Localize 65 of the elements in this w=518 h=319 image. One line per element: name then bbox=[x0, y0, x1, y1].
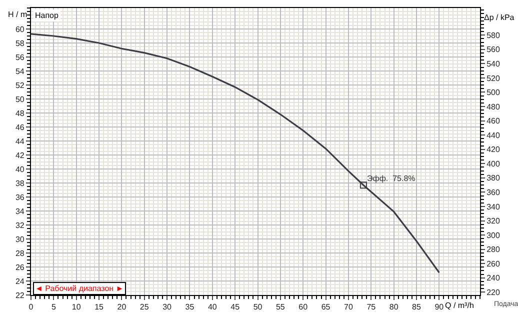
y2-tick-label: 460 bbox=[486, 116, 500, 126]
x-tick-label: 65 bbox=[321, 302, 331, 312]
y2-tick-label: 240 bbox=[486, 274, 500, 283]
y2-tick-label: 420 bbox=[486, 145, 500, 154]
y2-tick-label: 260 bbox=[486, 259, 500, 268]
y-tick-label: 28 bbox=[15, 248, 25, 258]
y-tick-label: 36 bbox=[15, 192, 25, 202]
y-tick-label: 56 bbox=[15, 52, 25, 62]
y-tick-label: 26 bbox=[15, 262, 25, 272]
y-tick-label: 46 bbox=[15, 122, 25, 132]
x-tick-label: 75 bbox=[366, 302, 376, 312]
x-tick-label: 50 bbox=[253, 302, 263, 312]
y2-tick-label: 360 bbox=[486, 188, 500, 197]
y2-tick-label: 580 bbox=[486, 30, 500, 40]
y-axis-title: H / m bbox=[8, 10, 28, 19]
y2-tick-label: 320 bbox=[486, 216, 500, 226]
x-tick-label: 55 bbox=[276, 302, 286, 312]
line-series bbox=[31, 33, 440, 274]
x-axis-title: Q / m³/h bbox=[445, 301, 474, 310]
chart-title: Напор bbox=[35, 11, 60, 20]
y-tick-label: 40 bbox=[15, 164, 25, 174]
y2-tick-label: 400 bbox=[486, 159, 500, 168]
x-tick-label: 85 bbox=[412, 302, 422, 312]
x-tick-label: 35 bbox=[185, 302, 195, 312]
y-tick-label: 22 bbox=[15, 290, 25, 300]
y2-tick-label: 520 bbox=[486, 74, 500, 83]
y2-tick-label: 280 bbox=[486, 245, 500, 254]
x-tick-label: 45 bbox=[230, 302, 240, 312]
y-tick-label: 52 bbox=[15, 80, 25, 90]
y2-tick-label: 340 bbox=[486, 202, 500, 212]
x-tick-label: 25 bbox=[140, 302, 150, 312]
y2-tick-label: 380 bbox=[486, 174, 500, 183]
annotation: ◄ Рабочий диапазон ► bbox=[35, 284, 124, 293]
y-tick-label: 54 bbox=[15, 66, 25, 76]
x-tick-label: 20 bbox=[117, 302, 127, 312]
y-tick-label: 24 bbox=[15, 276, 25, 286]
y-tick-label: 50 bbox=[15, 94, 25, 104]
y-tick-label: 42 bbox=[15, 150, 25, 160]
y2-tick-label: 300 bbox=[486, 230, 500, 240]
y2-tick-label: 500 bbox=[486, 88, 500, 98]
y2-tick-label: 560 bbox=[486, 45, 500, 54]
annotation: Эфф. 75.8% bbox=[367, 174, 416, 183]
y2-tick-label: 480 bbox=[486, 102, 500, 112]
y-tick-label: 48 bbox=[15, 108, 25, 118]
x-tick-label: 70 bbox=[344, 302, 354, 312]
y2-tick-label: 220 bbox=[486, 288, 500, 297]
x-tick-label: 5 bbox=[51, 302, 56, 312]
y2-tick-label: 440 bbox=[486, 130, 500, 140]
x-tick-label: 40 bbox=[208, 302, 218, 312]
x-tick-label: 0 bbox=[28, 302, 34, 312]
y-tick-label: 44 bbox=[15, 136, 25, 146]
x-tick-label: 15 bbox=[94, 302, 104, 312]
y-tick-label: 30 bbox=[15, 234, 25, 244]
x-tick-label: 30 bbox=[162, 302, 172, 312]
y2-axis-title: Δp / kPa bbox=[484, 13, 515, 22]
x-tick-label: 90 bbox=[434, 302, 444, 312]
y2-tick-label: 540 bbox=[486, 59, 500, 68]
y-tick-label: 60 bbox=[15, 24, 25, 34]
y-tick-label: 32 bbox=[15, 220, 25, 230]
x-tick-label: 80 bbox=[389, 302, 399, 312]
y-tick-label: 38 bbox=[15, 178, 25, 188]
x-tick-label: 10 bbox=[72, 302, 82, 312]
x-tick-label: 60 bbox=[298, 302, 308, 312]
y-tick-label: 58 bbox=[15, 38, 25, 48]
y-tick-label: 34 bbox=[15, 206, 25, 216]
